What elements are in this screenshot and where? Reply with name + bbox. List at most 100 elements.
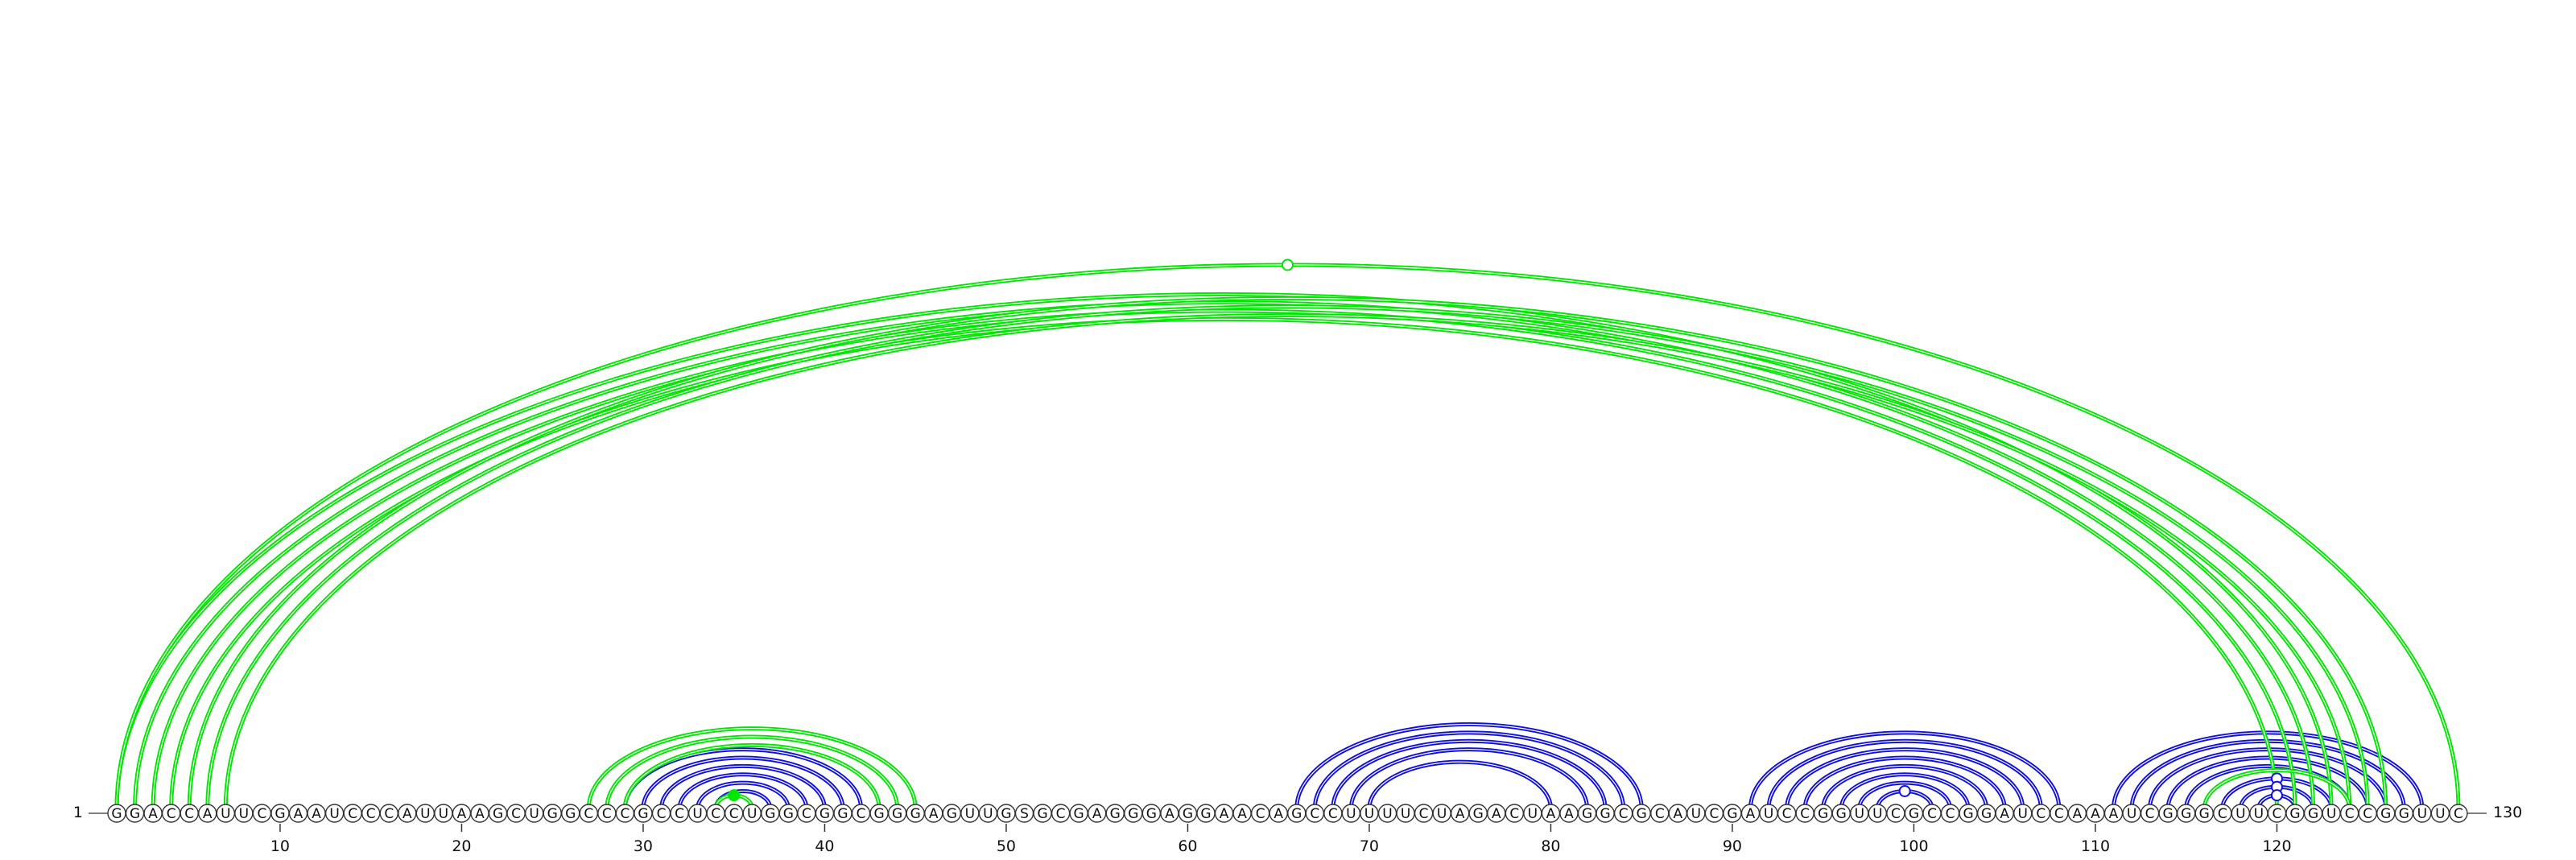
nucleotide-letter: C [1782,806,1792,822]
blue-arc-core-95-104 [1823,765,1988,809]
nucleotide-89: C [1704,804,1724,823]
nucleotide-letter: G [493,806,503,822]
nucleotide-97: U [1850,804,1869,823]
nucleotide-letter: C [366,806,376,822]
tick-label-20: 20 [452,837,471,855]
nucleotide-52: G [1033,804,1052,823]
nucleotide-122: G [2303,804,2323,823]
nucleotide-letter: A [294,806,303,822]
nucleotide-56: G [1105,804,1125,823]
nucleotide-78: C [1505,804,1525,823]
nucleotide-letter: G [2308,806,2318,822]
nucleotide-88: U [1686,804,1706,823]
nucleotide-90: G [1723,804,1742,823]
nucleotide-letter: C [2273,806,2282,822]
nucleotide-77: A [1487,804,1506,823]
nucleotide-letter: A [475,806,485,822]
nucleotide-letter: G [2199,806,2210,822]
tick-label-10: 10 [270,837,290,855]
nucleotide-letter: U [2235,806,2245,822]
nucleotide-100: G [1904,804,1924,823]
nucleotide-letter: G [1818,806,1828,822]
nucleotide-79: U [1523,804,1542,823]
nucleotide-9: C [252,804,272,823]
nucleotide-53: C [1051,804,1071,823]
nucleotide-letter: A [2109,806,2119,822]
nucleotide-67: C [1305,804,1325,823]
green-arc-6-125 [205,304,2370,809]
green-arc-core-116-124 [2203,769,2351,809]
nucleotide-letter: A [203,806,213,822]
blue-arc-core-30-41 [642,757,844,809]
nucleotide-103: G [1959,804,1978,823]
nucleotide-letter: A [929,806,939,822]
nucleotide-86: C [1650,804,1670,823]
nucleotide-letter: C [2345,806,2355,822]
nucleotide-110: A [2086,804,2105,823]
nucleotide-61: G [1196,804,1216,823]
blue-arc-core-96-103 [1840,774,1969,809]
tick-label-70: 70 [1360,837,1379,855]
nucleotide-letter: U [221,806,230,822]
nucleotide-letter: C [675,806,684,822]
arc-marker-119-121 [2270,789,2283,802]
nucleotide-letter: G [2399,806,2409,822]
nucleotide-letter: C [184,806,194,822]
nucleotide-12: A [307,804,326,823]
blue-arc-core-97-102 [1859,782,1951,809]
nucleotide-64: C [1250,804,1270,823]
nucleotide-letter: U [2018,806,2028,822]
blue-arc-core-94-105 [1804,757,2005,809]
nucleotide-19: U [434,804,453,823]
nucleotide-109: A [2067,804,2087,823]
arc-marker-34-36 [728,789,741,802]
nucleotide-letter: C [348,806,357,822]
nucleotide-letter: G [1037,806,1047,822]
green-arc-core-28-44 [606,736,898,809]
tick-label-90: 90 [1723,837,1742,855]
nucleotide-117: C [2213,804,2232,823]
nucleotide-65: A [1269,804,1288,823]
nucleotide-73: C [1414,804,1434,823]
nucleotide-letter: U [239,806,249,822]
nucleotide-98: U [1868,804,1888,823]
nucleotide-letter: C [584,806,593,822]
nucleotide-93: C [1777,804,1797,823]
nucleotide-circle [2449,804,2468,823]
green-arc-3-121 [151,308,2297,809]
nucleotide-letter: C [802,806,811,822]
green-arc-core-130-1 [116,264,2459,809]
nucleotide-letter: G [2289,806,2300,822]
nucleotide-123: U [2322,804,2341,823]
nucleotide-70: U [1360,804,1379,823]
nucleotide-106: U [2013,804,2033,823]
nucleotide-letter: A [1165,806,1174,822]
nucleotide-letter: G [1200,806,1211,822]
nucleotide-letter: G [1582,806,1592,822]
nucleotide-29: C [615,804,635,823]
nucleotide-letter: U [329,806,339,822]
nucleotide-letter: U [692,806,702,822]
nucleotide-letter: A [1092,806,1102,822]
nucleotide-40: G [815,804,835,823]
nucleotide-47: G [942,804,962,823]
nucleotide-letter: C [657,806,667,822]
arcs-layer [114,258,2461,809]
nucleotide-59: A [1160,804,1179,823]
nucleotide-letter: U [1437,806,1447,822]
nucleotide-62: A [1214,804,1234,823]
tick-label-30: 30 [634,837,653,855]
nucleotide-letter: U [1401,806,1410,822]
nucleotide-letter: C [2454,806,2463,822]
nucleotide-74: U [1432,804,1451,823]
nucleotide-58: G [1141,804,1162,823]
nucleotide-101: C [1922,804,1942,823]
nucleotide-letter: U [1382,806,1392,822]
nucleotide-letter: G [2163,806,2174,822]
nucleotide-60: G [1178,804,1198,823]
nucleotide-125: C [2358,804,2377,823]
nucleotide-letter: C [2036,806,2046,822]
nucleotide-letter: U [1691,806,1701,822]
